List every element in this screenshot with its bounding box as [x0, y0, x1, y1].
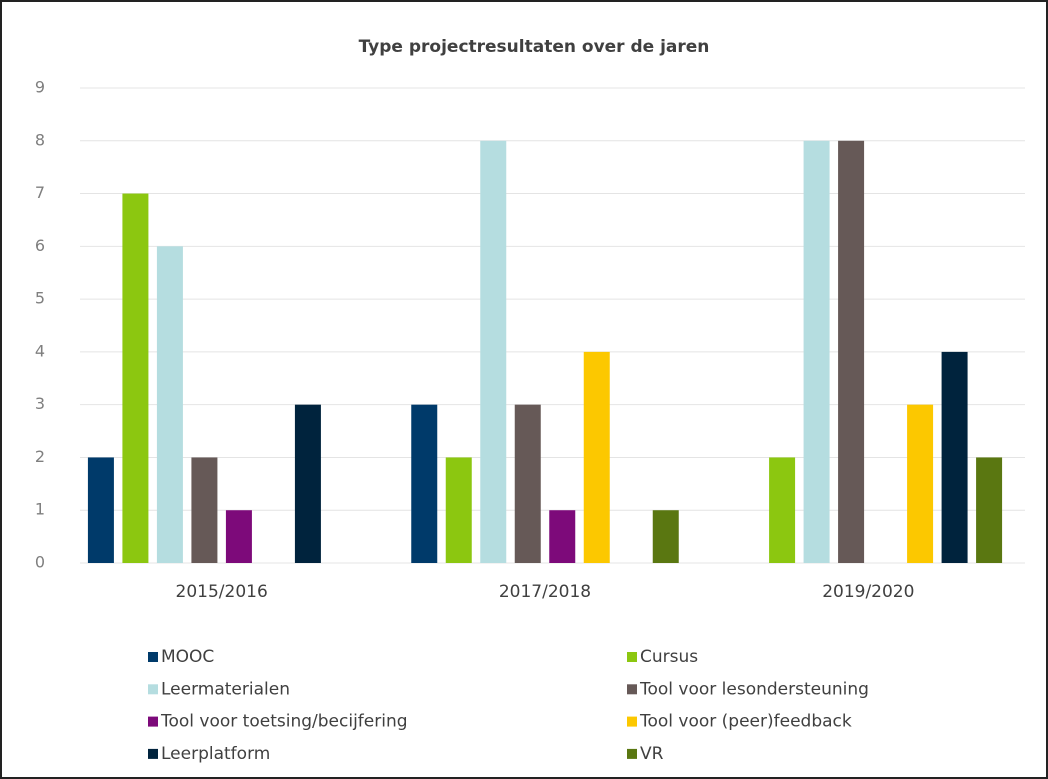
bar — [411, 404, 438, 563]
legend-label: Leerplatform — [161, 744, 270, 764]
legend-label: VR — [640, 744, 664, 764]
x-tick-label: 2017/2018 — [499, 582, 591, 602]
bar — [907, 404, 934, 563]
legend-label: Tool voor lesondersteuning — [639, 679, 869, 699]
y-tick-label: 3 — [35, 394, 45, 413]
y-tick-label: 6 — [35, 236, 45, 255]
y-tick-label: 7 — [35, 183, 45, 202]
x-tick-label: 2015/2016 — [176, 582, 268, 602]
y-tick-label: 1 — [35, 500, 45, 519]
legend-swatch — [148, 748, 158, 759]
legend-label: MOOC — [161, 647, 214, 667]
x-tick-label: 2019/2020 — [822, 582, 914, 602]
bar — [583, 351, 610, 563]
bar — [122, 193, 149, 564]
bar — [549, 510, 576, 563]
bar — [514, 404, 541, 563]
legend-swatch — [627, 684, 637, 695]
y-tick-label: 5 — [35, 289, 45, 308]
y-tick-label: 2 — [35, 447, 45, 466]
y-tick-label: 0 — [35, 553, 45, 572]
y-tick-label: 4 — [35, 341, 45, 360]
bar — [976, 457, 1003, 563]
bar — [191, 457, 218, 563]
legend-label: Tool voor toetsing/becijfering — [160, 712, 408, 732]
y-tick-label: 8 — [35, 130, 45, 149]
bar — [838, 140, 865, 563]
bar — [480, 140, 507, 563]
bar — [294, 404, 321, 563]
bar — [225, 510, 252, 563]
bar — [87, 457, 114, 563]
legend-swatch — [627, 716, 637, 727]
legend-label: Leermaterialen — [161, 679, 290, 699]
bar — [803, 140, 830, 563]
bar — [156, 246, 183, 564]
legend-swatch — [148, 716, 158, 727]
legend-swatch — [148, 684, 158, 695]
legend-label: Cursus — [640, 647, 698, 667]
bar — [769, 457, 796, 563]
legend-label: Tool voor (peer)feedback — [639, 712, 852, 732]
chart-title: Type projectresultaten over de jaren — [359, 37, 710, 57]
bar — [941, 351, 968, 563]
y-tick-label: 9 — [35, 78, 45, 97]
legend-swatch — [627, 748, 637, 759]
legend-swatch — [148, 652, 158, 662]
bar — [445, 457, 472, 563]
bar — [652, 510, 679, 563]
legend-swatch — [627, 652, 637, 662]
